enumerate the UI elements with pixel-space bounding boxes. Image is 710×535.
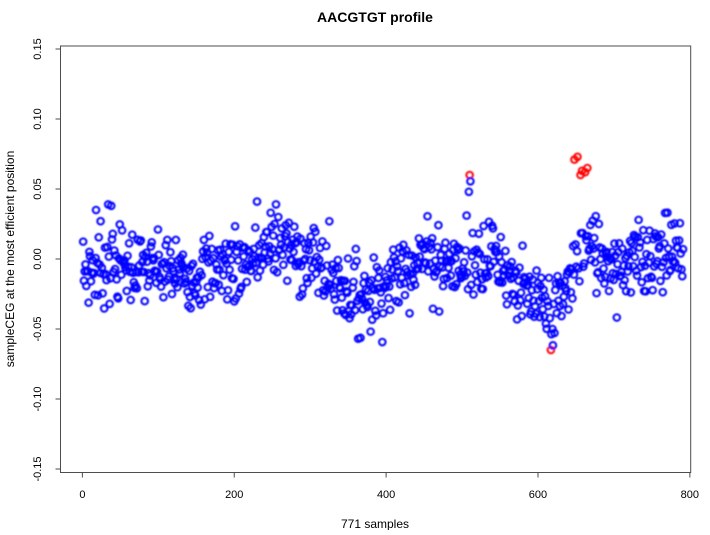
- svg-text:-0.05: -0.05: [32, 316, 44, 341]
- svg-text:0.15: 0.15: [32, 38, 44, 59]
- svg-text:AACGTGT profile: AACGTGT profile: [317, 9, 433, 25]
- svg-text:600: 600: [529, 489, 547, 501]
- svg-text:0: 0: [79, 489, 85, 501]
- svg-text:800: 800: [681, 489, 699, 501]
- svg-text:0.00: 0.00: [32, 248, 44, 269]
- svg-text:0.05: 0.05: [32, 178, 44, 199]
- svg-text:sampleCEG at the most efficien: sampleCEG at the most efficient position: [3, 151, 17, 368]
- svg-text:-0.10: -0.10: [32, 386, 44, 411]
- svg-text:200: 200: [225, 489, 243, 501]
- svg-text:-0.15: -0.15: [32, 456, 44, 481]
- svg-text:771 samples: 771 samples: [341, 517, 409, 530]
- svg-text:400: 400: [377, 489, 395, 501]
- svg-text:0.10: 0.10: [32, 108, 44, 129]
